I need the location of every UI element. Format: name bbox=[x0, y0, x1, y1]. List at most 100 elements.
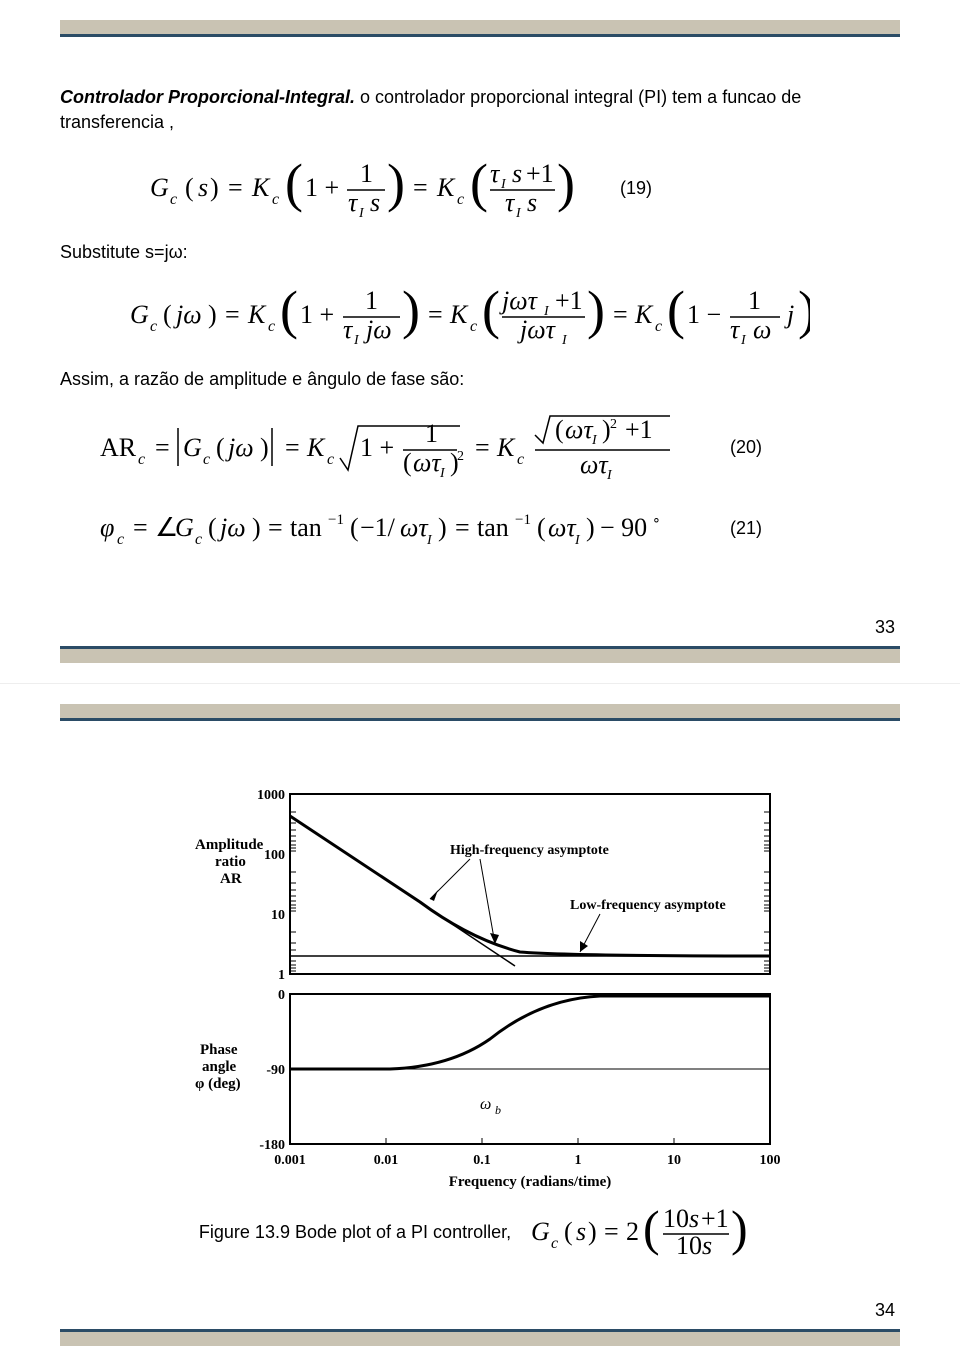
svg-text:ω: ω bbox=[480, 1096, 491, 1113]
svg-text:−1/: −1/ bbox=[360, 513, 396, 542]
svg-text:(: ( bbox=[185, 173, 194, 202]
svg-text:(: ( bbox=[403, 448, 412, 477]
svg-text:): ) bbox=[210, 173, 219, 202]
assim-text: Assim, a razão de amplitude e ângulo de … bbox=[60, 369, 900, 390]
eq19-number: (19) bbox=[620, 178, 652, 199]
svg-text:angle: angle bbox=[202, 1059, 237, 1075]
svg-text:1: 1 bbox=[278, 968, 285, 983]
eq-jw-svg: Gc ( jω ) = Kc ( 1 + 1 τI jω ) = Kc ( j bbox=[130, 281, 810, 351]
svg-text:G: G bbox=[531, 1217, 550, 1246]
svg-text:100: 100 bbox=[264, 848, 285, 863]
svg-text:): ) bbox=[587, 281, 605, 340]
svg-text:Phase: Phase bbox=[200, 1042, 238, 1058]
svg-text:K: K bbox=[247, 300, 267, 329]
svg-text:I: I bbox=[426, 533, 433, 548]
svg-text:1 +: 1 + bbox=[360, 433, 394, 462]
svg-text:1: 1 bbox=[425, 419, 438, 448]
svg-text:ωτ: ωτ bbox=[580, 450, 609, 479]
svg-text:High-frequency asymptote: High-frequency asymptote bbox=[450, 843, 609, 858]
svg-text:tan: tan bbox=[290, 513, 322, 542]
svg-text:AR: AR bbox=[220, 871, 242, 887]
svg-text:ratio: ratio bbox=[215, 854, 246, 870]
svg-text:φ (deg): φ (deg) bbox=[195, 1076, 241, 1092]
svg-text:I: I bbox=[353, 333, 360, 348]
svg-text:0.1: 0.1 bbox=[473, 1153, 491, 1168]
svg-text:(: ( bbox=[285, 154, 303, 213]
svg-text:(: ( bbox=[163, 300, 172, 329]
svg-text:1: 1 bbox=[748, 286, 761, 315]
svg-text:=: = bbox=[428, 300, 443, 329]
equation-19: Gc ( s ) = Kc ( 1 + 1 τI s ) = Kc ( bbox=[150, 154, 900, 224]
svg-text:(: ( bbox=[482, 281, 500, 340]
svg-text:(: ( bbox=[280, 281, 298, 340]
svg-text:c: c bbox=[272, 191, 279, 208]
svg-text:c: c bbox=[470, 318, 477, 335]
svg-text:=: = bbox=[268, 513, 283, 542]
svg-text:I: I bbox=[561, 333, 568, 348]
svg-text:τ: τ bbox=[490, 159, 501, 188]
page-number-34: 34 bbox=[875, 1300, 895, 1321]
svg-text:): ) bbox=[402, 281, 420, 340]
figure-caption-row: Figure 13.9 Bode plot of a PI controller… bbox=[60, 1202, 900, 1262]
svg-text:-180: -180 bbox=[259, 1138, 285, 1153]
svg-text:1 −: 1 − bbox=[687, 300, 721, 329]
svg-text:): ) bbox=[260, 433, 269, 462]
svg-text:I: I bbox=[606, 468, 613, 483]
svg-text:c: c bbox=[170, 191, 177, 208]
eq21-svg: φc = ∠ Gc ( jω ) = tan −1 ( −1/ ωτI ) = … bbox=[100, 506, 700, 551]
svg-text:φ: φ bbox=[100, 513, 114, 542]
svg-text:(: ( bbox=[537, 513, 546, 542]
heading-bold: Controlador Proporcional-Integral. bbox=[60, 87, 355, 107]
svg-text:): ) bbox=[208, 300, 217, 329]
svg-text:=: = bbox=[413, 173, 428, 202]
svg-text:): ) bbox=[731, 1202, 748, 1256]
svg-text:): ) bbox=[798, 281, 810, 340]
svg-text:τ: τ bbox=[505, 188, 516, 217]
svg-text:): ) bbox=[557, 154, 575, 213]
svg-text:2: 2 bbox=[610, 417, 617, 432]
svg-text:K: K bbox=[449, 300, 469, 329]
svg-text:s: s bbox=[512, 159, 522, 188]
svg-text:tan: tan bbox=[477, 513, 509, 542]
svg-text:c: c bbox=[203, 451, 210, 468]
svg-text:c: c bbox=[457, 191, 464, 208]
svg-text:=: = bbox=[455, 513, 470, 542]
svg-text:=: = bbox=[228, 173, 243, 202]
eq19-svg: Gc ( s ) = Kc ( 1 + 1 τI s ) = Kc ( bbox=[150, 154, 590, 224]
svg-text:K: K bbox=[634, 300, 654, 329]
svg-text:1: 1 bbox=[365, 286, 378, 315]
svg-text:τ: τ bbox=[348, 188, 359, 217]
svg-text:ωτ: ωτ bbox=[413, 448, 442, 477]
svg-text:AR: AR bbox=[100, 433, 137, 462]
figure-eq-svg: Gc ( s ) = 2 ( 10s+1 10s ) bbox=[531, 1202, 761, 1262]
svg-text:+1: +1 bbox=[701, 1204, 729, 1233]
figure-caption: Figure 13.9 Bode plot of a PI controller… bbox=[199, 1222, 511, 1243]
svg-text:jω: jω bbox=[225, 433, 254, 462]
svg-text:+1: +1 bbox=[526, 159, 554, 188]
svg-text:jω: jω bbox=[173, 300, 202, 329]
svg-text:b: b bbox=[495, 1103, 501, 1117]
svg-text:s: s bbox=[702, 1231, 712, 1260]
svg-text:1 +: 1 + bbox=[300, 300, 334, 329]
svg-text:=: = bbox=[604, 1217, 619, 1246]
svg-text:0.01: 0.01 bbox=[374, 1153, 399, 1168]
top-bar bbox=[60, 20, 900, 37]
svg-text:I: I bbox=[591, 433, 598, 448]
svg-text:−1: −1 bbox=[328, 512, 344, 528]
svg-text:K: K bbox=[496, 433, 516, 462]
svg-text:100: 100 bbox=[760, 1153, 781, 1168]
svg-text:G: G bbox=[183, 433, 202, 462]
svg-text:+1: +1 bbox=[555, 286, 583, 315]
svg-text:1: 1 bbox=[575, 1153, 582, 1168]
svg-text:(: ( bbox=[643, 1202, 660, 1256]
equation-21: φc = ∠ Gc ( jω ) = tan −1 ( −1/ ωτI ) = … bbox=[100, 506, 900, 551]
svg-text:c: c bbox=[517, 451, 524, 468]
substitute-text: Substitute s=jω: bbox=[60, 242, 900, 263]
svg-text:10: 10 bbox=[663, 1204, 689, 1233]
svg-text:s: s bbox=[370, 188, 380, 217]
svg-text:s: s bbox=[198, 173, 208, 202]
svg-text:ωτ: ωτ bbox=[400, 513, 429, 542]
svg-text:-90: -90 bbox=[266, 1063, 285, 1078]
svg-text:τ: τ bbox=[343, 315, 354, 344]
svg-text:): ) bbox=[387, 154, 405, 213]
